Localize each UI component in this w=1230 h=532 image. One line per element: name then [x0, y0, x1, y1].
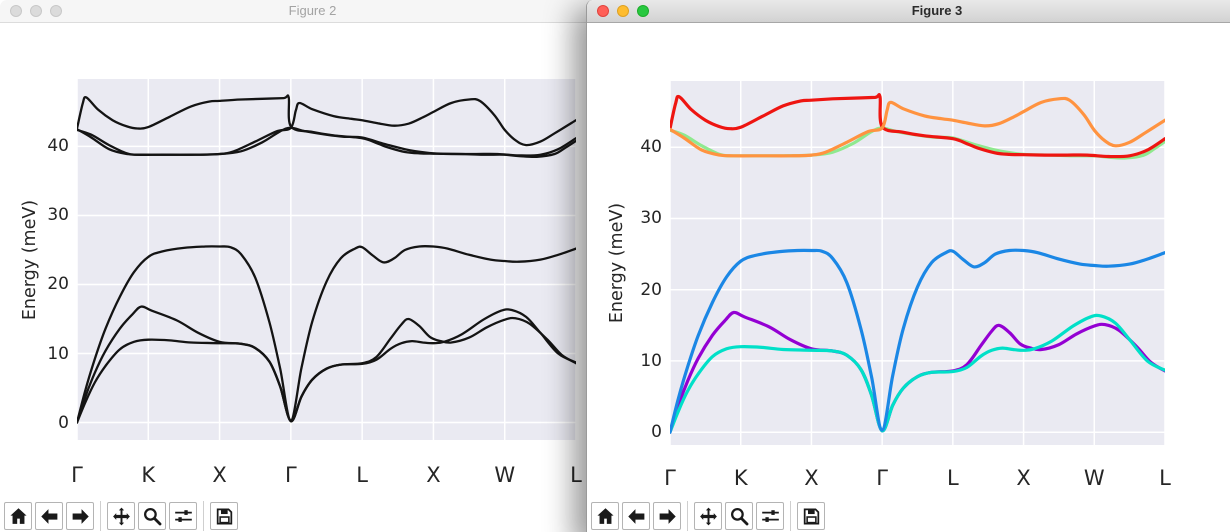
close-button[interactable]	[10, 5, 22, 17]
save-button[interactable]	[210, 502, 238, 530]
x-tick-label: X	[426, 463, 441, 487]
fig2-toolbar	[4, 501, 238, 531]
band-TO2-optical	[77, 94, 576, 157]
band-LO-optical	[77, 97, 576, 156]
toolbar-separator	[203, 501, 204, 531]
y-tick-label: 40	[47, 136, 69, 157]
forward-icon	[72, 508, 89, 524]
back-button[interactable]	[622, 502, 650, 530]
pan-icon	[699, 507, 717, 525]
x-tick-label: L	[1159, 466, 1171, 490]
band-LA-acoustic	[670, 248, 1165, 434]
y-tick-label: 10	[47, 343, 69, 364]
pan-icon	[112, 507, 130, 525]
band-TA1-acoustic	[77, 308, 576, 424]
forward-button[interactable]	[66, 502, 94, 530]
zoom-rect-icon	[730, 507, 748, 525]
fig2-plot-canvas[interactable]	[77, 79, 576, 440]
titlebar-figure-2[interactable]: Figure 2	[0, 0, 625, 23]
zoom-rect-button[interactable]	[725, 502, 753, 530]
subplots-icon	[174, 509, 192, 522]
zoom-rect-icon	[143, 507, 161, 525]
forward-icon	[659, 508, 676, 524]
fig3-plot-canvas[interactable]	[670, 81, 1165, 445]
minimize-button[interactable]	[617, 5, 629, 17]
save-icon	[216, 507, 232, 525]
x-tick-label: L	[570, 463, 582, 487]
home-icon	[596, 507, 614, 524]
y-tick-label: 20	[640, 279, 662, 300]
home-icon	[9, 507, 27, 524]
titlebar-figure-3[interactable]: Figure 3	[587, 0, 1230, 23]
y-tick-label: 0	[651, 422, 662, 443]
x-tick-label: X	[804, 466, 819, 490]
toolbar-separator	[687, 501, 688, 531]
home-button[interactable]	[591, 502, 619, 530]
toolbar-separator	[100, 501, 101, 531]
y-axis-label: Energy (meV)	[607, 202, 627, 324]
close-button[interactable]	[597, 5, 609, 17]
x-tick-label: K	[141, 463, 156, 487]
window-figure-3: Figure 3 Γ K X Γ L X W L 0 10 20 30 40 Energy (meV)	[586, 0, 1230, 532]
y-tick-label: 10	[640, 350, 662, 371]
window-title: Figure 3	[911, 3, 963, 18]
x-tick-label: L	[356, 463, 368, 487]
subplots-icon	[761, 509, 779, 522]
save-button[interactable]	[797, 502, 825, 530]
x-tick-label: X	[1016, 466, 1031, 490]
back-icon	[40, 508, 57, 524]
maximize-button[interactable]	[637, 5, 649, 17]
x-tick-label: Γ	[284, 463, 297, 487]
subplots-button[interactable]	[756, 502, 784, 530]
y-tick-label: 40	[640, 137, 662, 158]
x-tick-label: L	[946, 466, 959, 490]
toolbar-separator	[790, 501, 791, 531]
minimize-button[interactable]	[30, 5, 42, 17]
back-button[interactable]	[35, 502, 63, 530]
band-TA1-acoustic	[670, 313, 1165, 434]
traffic-lights	[10, 5, 62, 17]
subplots-button[interactable]	[169, 502, 197, 530]
x-tick-label: Γ	[876, 466, 888, 490]
zoom-rect-button[interactable]	[138, 502, 166, 530]
x-tick-label: X	[212, 463, 227, 487]
traffic-lights	[597, 5, 649, 17]
forward-button[interactable]	[653, 502, 681, 530]
maximize-button[interactable]	[50, 5, 62, 17]
pan-button[interactable]	[107, 502, 135, 530]
band-LA-acoustic	[77, 245, 576, 424]
x-tick-label: Γ	[664, 466, 676, 490]
x-tick-label: Γ	[71, 463, 83, 487]
window-figure-2: Figure 2 Γ K X Γ L X W L 0 10 20 30 40 Energy (meV)	[0, 0, 625, 531]
save-icon	[803, 507, 819, 525]
window-title: Figure 2	[288, 3, 337, 18]
y-tick-label: 30	[640, 208, 662, 229]
y-axis-label: Energy (meV)	[20, 199, 40, 320]
band-TO2-optical	[670, 93, 1165, 159]
band-LO-optical	[670, 96, 1165, 158]
x-tick-label: W	[1083, 466, 1105, 490]
y-tick-label: 0	[58, 412, 69, 433]
fig3-toolbar	[591, 501, 825, 531]
x-tick-label: W	[494, 463, 516, 487]
y-tick-label: 30	[47, 205, 69, 226]
y-tick-label: 20	[47, 274, 69, 295]
pan-button[interactable]	[694, 502, 722, 530]
back-icon	[627, 508, 644, 524]
x-tick-label: K	[733, 466, 748, 490]
home-button[interactable]	[4, 502, 32, 530]
